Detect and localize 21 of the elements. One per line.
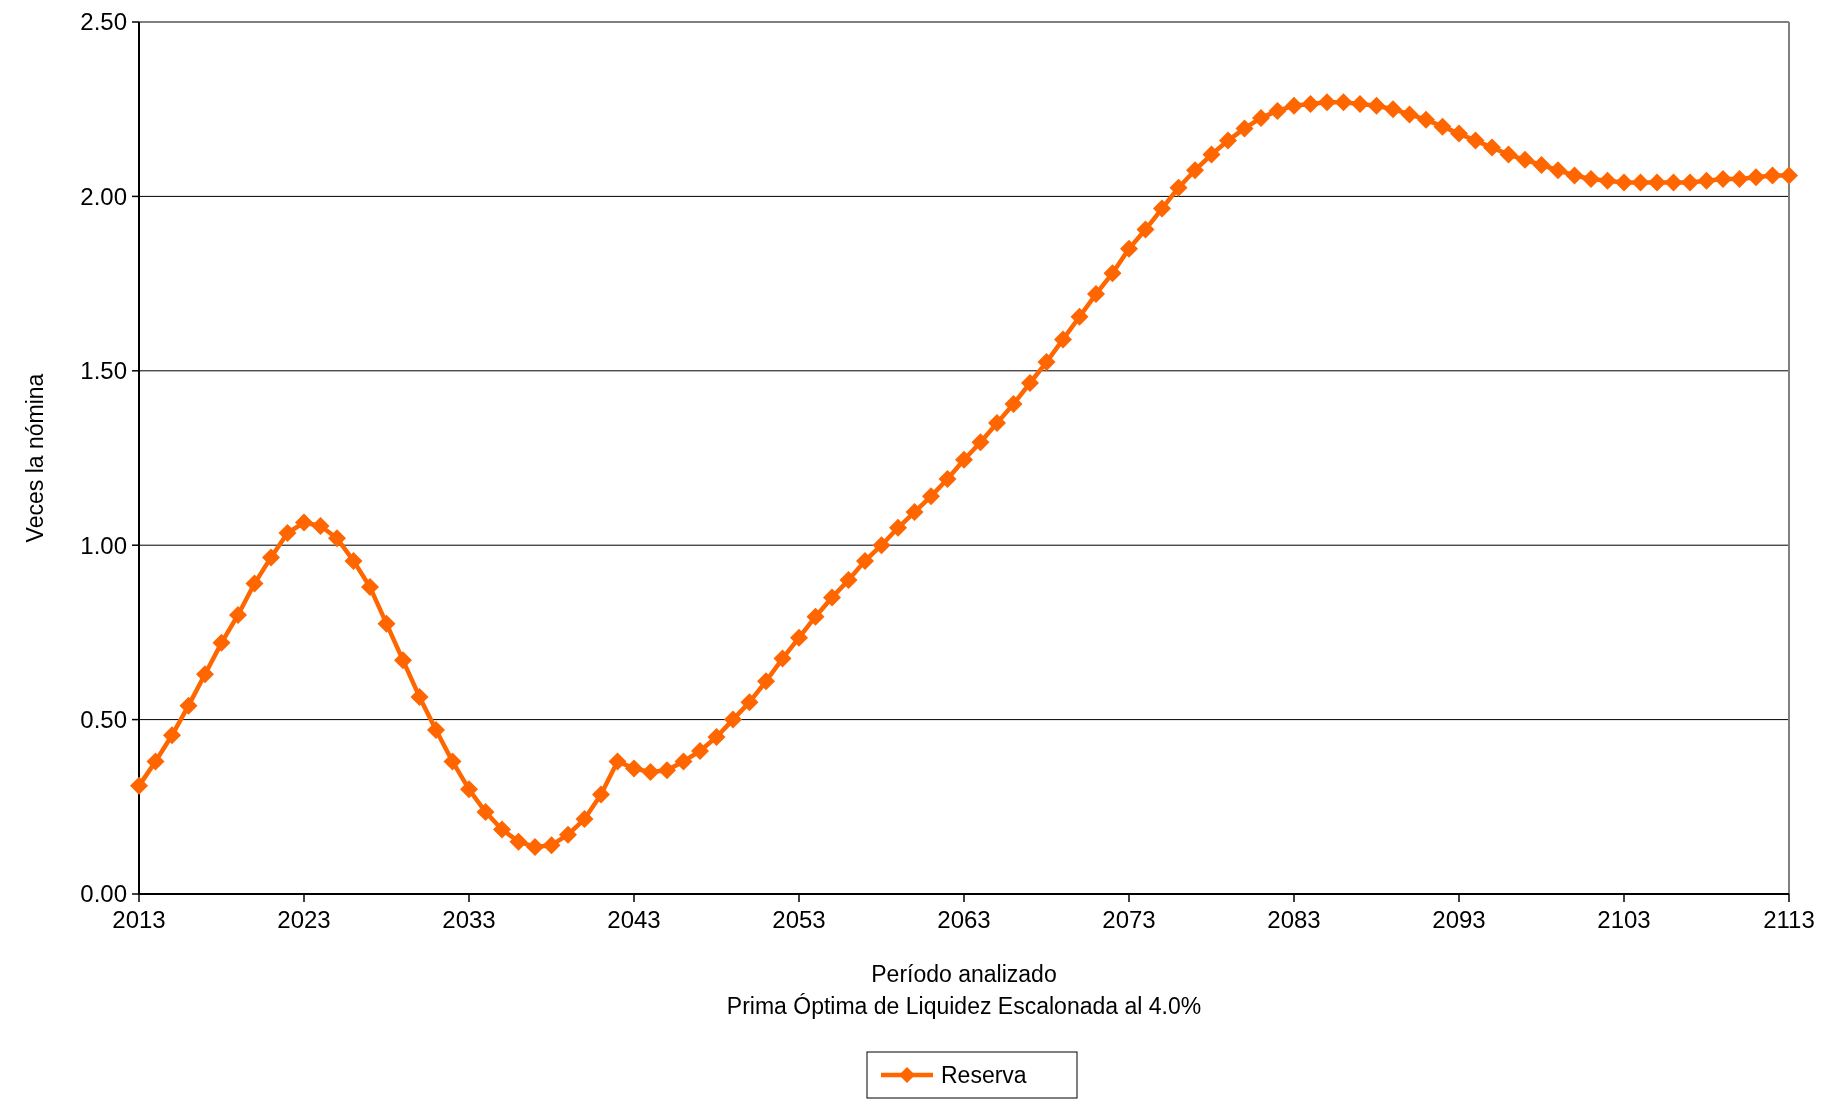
y-tick-label: 1.00 bbox=[80, 531, 127, 559]
y-tick-label: 2.50 bbox=[80, 8, 127, 36]
x-tick-label: 2043 bbox=[607, 906, 661, 933]
y-axis-title: Veces la nómina bbox=[22, 373, 48, 543]
x-tick-label: 2063 bbox=[937, 906, 991, 933]
x-tick-label: 2033 bbox=[442, 906, 496, 933]
y-tick-label: 0.00 bbox=[80, 880, 127, 908]
y-tick-label: 2.00 bbox=[80, 182, 127, 210]
x-tick-label: 2093 bbox=[1432, 906, 1486, 933]
x-tick-label: 2103 bbox=[1597, 906, 1651, 933]
y-tick-label: 1.50 bbox=[80, 357, 127, 385]
x-tick-label: 2013 bbox=[112, 906, 166, 933]
x-tick-label: 2073 bbox=[1102, 906, 1156, 933]
text: Prima Óptima de Liquidez Escalonada al 4.0% bbox=[726, 993, 1202, 1019]
x-tick-label: 2083 bbox=[1267, 906, 1321, 933]
y-tick-label: 0.50 bbox=[80, 706, 127, 733]
x-tick-label: 2053 bbox=[772, 906, 826, 933]
x-axis-title: Período analizado bbox=[871, 961, 1057, 987]
legend-label: Reserva bbox=[941, 1062, 1027, 1089]
x-tick-label: 2023 bbox=[277, 906, 331, 933]
x-tick-label: 2113 bbox=[1763, 906, 1815, 933]
